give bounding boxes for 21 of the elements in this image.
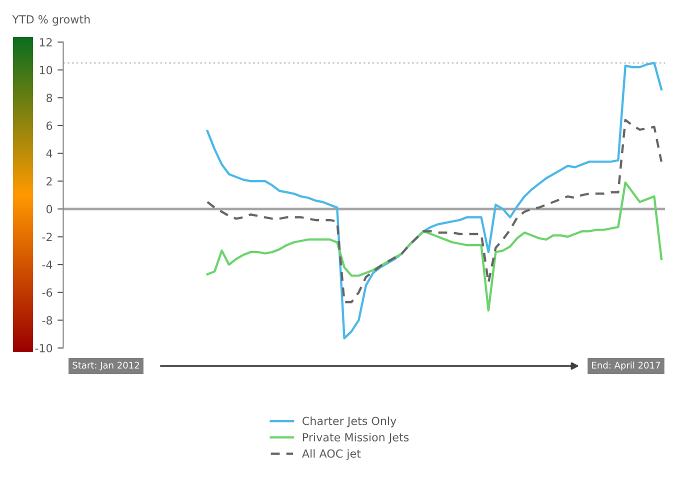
y-tick-label: -4: [42, 260, 52, 269]
legend-label: Private Mission Jets: [303, 432, 409, 444]
y-tick-label: 10: [40, 66, 52, 74]
y-tick-label: 0: [46, 204, 52, 214]
legend-label: Charter Jets Only: [302, 416, 396, 428]
y-tick-label: 4: [46, 149, 52, 158]
line-series: [206, 118, 663, 304]
y-tick-label: -8: [42, 316, 52, 325]
line-series: [206, 62, 663, 340]
y-tick-label: 8: [46, 94, 52, 102]
y-axis-title: YTD % growth: [12, 14, 90, 26]
y-tick-label: 12: [40, 38, 52, 46]
legend-label: All AOC jet: [302, 449, 361, 460]
text: End: April 2017: [592, 362, 660, 370]
y-tick-label: -6: [42, 288, 52, 297]
text: Start: Jan 2012: [72, 362, 139, 370]
y-tick-label: 2: [46, 177, 52, 186]
y-tick-label: -10: [35, 344, 52, 352]
y-tick-label: 6: [46, 122, 52, 130]
line-series: [206, 181, 663, 312]
y-tick-label: -2: [42, 232, 52, 241]
